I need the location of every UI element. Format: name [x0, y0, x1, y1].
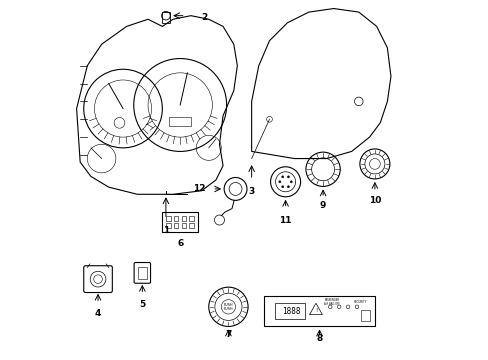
Text: 11: 11 [279, 216, 291, 225]
Bar [169, 117, 190, 126]
Text: 5: 5 [139, 300, 145, 309]
Bar [274, 303, 305, 319]
Bar [162, 12, 170, 23]
Text: 12: 12 [192, 184, 205, 193]
Bar [189, 223, 194, 228]
Bar [173, 223, 178, 228]
Circle shape [287, 186, 289, 188]
Bar [165, 216, 170, 221]
Text: PUSH
PUSH: PUSH PUSH [223, 302, 233, 311]
Bar [181, 223, 186, 228]
Bar [360, 310, 369, 321]
Text: SECURITY: SECURITY [353, 300, 366, 304]
Text: 3: 3 [248, 187, 254, 196]
Bar [162, 212, 198, 232]
Text: 6: 6 [177, 239, 183, 248]
Text: 2: 2 [201, 13, 207, 22]
Bar [138, 267, 147, 279]
Text: 1888: 1888 [281, 307, 300, 316]
Circle shape [287, 176, 289, 178]
Bar [165, 223, 170, 228]
Text: 9: 9 [319, 202, 325, 211]
Bar [189, 216, 194, 221]
Circle shape [290, 181, 292, 183]
Text: 10: 10 [368, 196, 380, 205]
Circle shape [281, 186, 283, 188]
Text: 1: 1 [163, 226, 169, 235]
Text: 8: 8 [316, 334, 322, 343]
Circle shape [278, 181, 281, 183]
Bar [181, 216, 186, 221]
Circle shape [281, 176, 283, 178]
Text: !: ! [314, 307, 316, 312]
Text: 7: 7 [225, 330, 231, 339]
Text: PASSENGER
AIR BAG OFF: PASSENGER AIR BAG OFF [324, 298, 339, 306]
Bar [264, 296, 374, 327]
Text: 4: 4 [95, 309, 101, 318]
Bar [173, 216, 178, 221]
